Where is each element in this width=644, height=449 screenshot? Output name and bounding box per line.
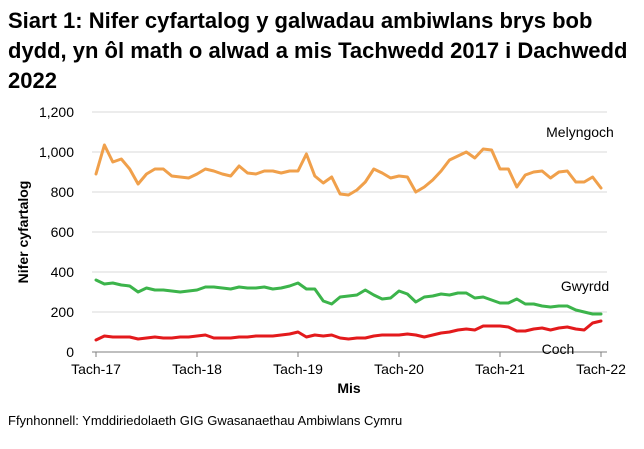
series-lines [94, 143, 603, 342]
x-tick-label: Tach-22 [576, 361, 626, 377]
x-axis-title: Mis [337, 380, 361, 396]
gridlines [92, 111, 607, 313]
y-axis-title: Nifer cyfartalog [15, 181, 31, 284]
y-tick-label: 0 [66, 344, 74, 360]
x-tick-label: Tach-17 [71, 361, 121, 377]
series-line-coch [94, 319, 603, 342]
y-tick-label: 600 [51, 224, 75, 240]
y-tick-label: 400 [51, 264, 75, 280]
series-labels: Melyngoch Gwyrdd Coch [542, 124, 614, 357]
series-label-gwyrdd: Gwyrdd [561, 278, 609, 294]
x-tick-label: Tach-21 [475, 361, 525, 377]
series-label-coch: Coch [542, 341, 575, 357]
y-axis: 0 200 400 600 800 1,000 1,200 [39, 104, 74, 360]
y-tick-label: 800 [51, 184, 75, 200]
series-line-melyngoch [94, 143, 603, 197]
x-tick-label: Tach-18 [172, 361, 222, 377]
y-tick-label: 200 [51, 304, 75, 320]
y-tick-label: 1,000 [39, 144, 74, 160]
source-note: Ffynhonnell: Ymddiriedolaeth GIG Gwasana… [8, 413, 403, 428]
series-label-melyngoch: Melyngoch [546, 124, 614, 140]
y-tick-label: 1,200 [39, 104, 74, 120]
series-line-gwyrdd [94, 278, 603, 316]
x-axis: Tach-17 Tach-18 Tach-19 Tach-20 Tach-21 Tach-… [71, 351, 626, 377]
x-tick-label: Tach-19 [273, 361, 323, 377]
x-tick-label: Tach-20 [374, 361, 424, 377]
chart-title: Siart 1: Nifer cyfartalog y galwadau amb… [8, 8, 628, 93]
